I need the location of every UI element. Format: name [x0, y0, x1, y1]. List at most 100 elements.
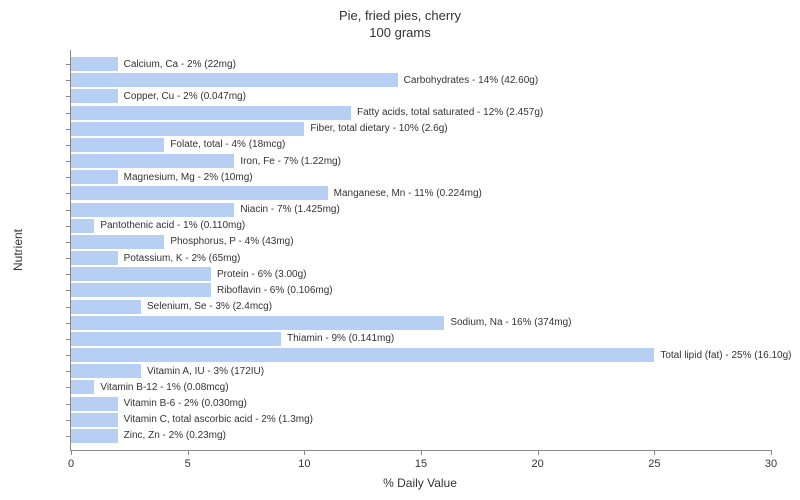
bar-row: Vitamin B-12 - 1% (0.08mcg): [71, 379, 771, 395]
x-axis-label: % Daily Value: [70, 476, 770, 490]
bar-row: Vitamin C, total ascorbic acid - 2% (1.3…: [71, 412, 771, 428]
nutrient-bar: [71, 73, 398, 87]
y-tick: [66, 161, 71, 162]
nutrient-bar-label: Potassium, K - 2% (65mg): [124, 253, 241, 264]
nutrient-bar-label: Protein - 6% (3.00g): [217, 269, 307, 280]
y-tick: [66, 387, 71, 388]
x-tick: [538, 450, 539, 455]
bar-row: Iron, Fe - 7% (1.22mg): [71, 153, 771, 169]
bar-row: Selenium, Se - 3% (2.4mcg): [71, 299, 771, 315]
x-tick-label: 0: [68, 458, 74, 470]
y-tick: [66, 436, 71, 437]
nutrient-bar: [71, 316, 444, 330]
y-tick: [66, 96, 71, 97]
nutrient-bar: [71, 235, 164, 249]
bar-row: Copper, Cu - 2% (0.047mg): [71, 88, 771, 104]
nutrient-bar: [71, 122, 304, 136]
nutrient-bar-label: Niacin - 7% (1.425mg): [240, 204, 339, 215]
nutrient-bar-label: Thiamin - 9% (0.141mg): [287, 333, 394, 344]
nutrient-bar-label: Pantothenic acid - 1% (0.110mg): [100, 220, 245, 231]
nutrient-bar-label: Magnesium, Mg - 2% (10mg): [124, 172, 253, 183]
chart-title: Pie, fried pies, cherry 100 grams: [0, 8, 800, 42]
nutrient-bar: [71, 332, 281, 346]
bar-row: Zinc, Zn - 2% (0.23mg): [71, 428, 771, 444]
nutrient-bar: [71, 203, 234, 217]
nutrient-bar-label: Vitamin C, total ascorbic acid - 2% (1.3…: [124, 414, 313, 425]
nutrient-bar: [71, 154, 234, 168]
bar-row: Fatty acids, total saturated - 12% (2.45…: [71, 105, 771, 121]
bar-row: Manganese, Mn - 11% (0.224mg): [71, 185, 771, 201]
nutrient-bar-label: Vitamin B-6 - 2% (0.030mg): [124, 398, 247, 409]
nutrient-bar: [71, 413, 118, 427]
y-tick: [66, 323, 71, 324]
nutrient-bar: [71, 267, 211, 281]
y-tick: [66, 210, 71, 211]
y-tick: [66, 339, 71, 340]
x-tick: [421, 450, 422, 455]
nutrient-bar: [71, 219, 94, 233]
bar-row: Niacin - 7% (1.425mg): [71, 202, 771, 218]
x-tick-label: 15: [415, 458, 427, 470]
x-tick: [304, 450, 305, 455]
nutrient-bar: [71, 283, 211, 297]
y-tick: [66, 290, 71, 291]
nutrient-bar-label: Total lipid (fat) - 25% (16.10g): [660, 350, 791, 361]
bar-row: Thiamin - 9% (0.141mg): [71, 331, 771, 347]
nutrient-bar-label: Carbohydrates - 14% (42.60g): [404, 75, 539, 86]
bar-row: Vitamin A, IU - 3% (172IU): [71, 363, 771, 379]
y-tick: [66, 274, 71, 275]
nutrient-bar-label: Iron, Fe - 7% (1.22mg): [240, 156, 341, 167]
nutrient-bar-label: Vitamin B-12 - 1% (0.08mcg): [100, 382, 228, 393]
y-tick: [66, 113, 71, 114]
nutrient-bar: [71, 170, 118, 184]
nutrient-bar-label: Selenium, Se - 3% (2.4mcg): [147, 301, 272, 312]
nutrient-bar: [71, 429, 118, 443]
nutrient-bar: [71, 138, 164, 152]
y-tick: [66, 371, 71, 372]
bar-row: Pantothenic acid - 1% (0.110mg): [71, 218, 771, 234]
chart-title-line2: 100 grams: [369, 25, 430, 40]
bar-row: Riboflavin - 6% (0.106mg): [71, 282, 771, 298]
nutrient-bar-label: Manganese, Mn - 11% (0.224mg): [334, 188, 482, 199]
x-tick-label: 20: [532, 458, 544, 470]
y-tick: [66, 64, 71, 65]
plot-area: Calcium, Ca - 2% (22mg) Carbohydrates - 1…: [70, 50, 771, 451]
x-tick-label: 30: [765, 458, 777, 470]
nutrient-bar-label: Sodium, Na - 16% (374mg): [450, 317, 571, 328]
nutrient-bar-label: Phosphorus, P - 4% (43mg): [170, 236, 293, 247]
x-tick-label: 25: [648, 458, 660, 470]
y-tick: [66, 420, 71, 421]
nutrient-bar: [71, 348, 654, 362]
y-axis-label: Nutrient: [11, 229, 25, 271]
x-tick: [771, 450, 772, 455]
nutrient-bar: [71, 300, 141, 314]
bar-row: Magnesium, Mg - 2% (10mg): [71, 169, 771, 185]
nutrient-bar-label: Calcium, Ca - 2% (22mg): [124, 59, 236, 70]
y-tick: [66, 307, 71, 308]
nutrient-bar-label: Zinc, Zn - 2% (0.23mg): [124, 430, 226, 441]
bar-row: Potassium, K - 2% (65mg): [71, 250, 771, 266]
nutrient-bar-label: Riboflavin - 6% (0.106mg): [217, 285, 333, 296]
chart-title-line1: Pie, fried pies, cherry: [339, 8, 461, 23]
y-tick: [66, 80, 71, 81]
x-tick-label: 10: [298, 458, 310, 470]
nutrient-bar: [71, 106, 351, 120]
y-tick: [66, 129, 71, 130]
bar-row: Total lipid (fat) - 25% (16.10g): [71, 347, 771, 363]
x-tick: [71, 450, 72, 455]
x-tick-label: 5: [185, 458, 191, 470]
y-tick: [66, 177, 71, 178]
nutrient-chart: Pie, fried pies, cherry 100 grams Nutrie…: [0, 0, 800, 500]
y-tick: [66, 145, 71, 146]
nutrient-bar: [71, 57, 118, 71]
bar-row: Folate, total - 4% (18mcg): [71, 137, 771, 153]
nutrient-bar: [71, 364, 141, 378]
nutrient-bar: [71, 186, 328, 200]
nutrient-bar-label: Vitamin A, IU - 3% (172IU): [147, 366, 264, 377]
y-tick: [66, 242, 71, 243]
y-tick: [66, 404, 71, 405]
bar-row: Carbohydrates - 14% (42.60g): [71, 72, 771, 88]
y-tick: [66, 355, 71, 356]
x-tick: [654, 450, 655, 455]
nutrient-bar: [71, 380, 94, 394]
